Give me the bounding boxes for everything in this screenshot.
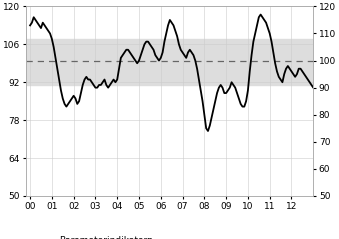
Legend: Barometerindikatorn: Barometerindikatorn <box>30 233 157 239</box>
Bar <box>26 39 313 85</box>
